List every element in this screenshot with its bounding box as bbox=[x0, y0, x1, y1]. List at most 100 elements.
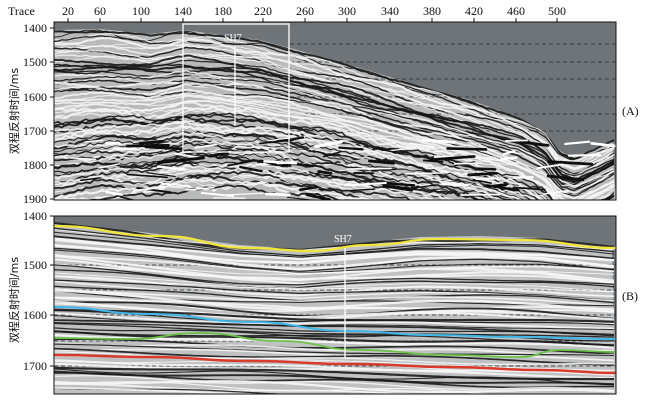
seismic-chaotic-reflection bbox=[547, 160, 594, 166]
y-axis-label-a: 双程反射时间/ms bbox=[7, 68, 21, 154]
well-sh7-label-b: SH7 bbox=[334, 234, 352, 245]
seismic-chaotic-reflection bbox=[472, 178, 493, 184]
seismic-chaotic-reflection bbox=[119, 196, 136, 200]
seismic-reflector-b bbox=[54, 247, 615, 272]
seismic-chaotic-reflection bbox=[476, 167, 497, 171]
seismic-reflector-b bbox=[54, 347, 615, 366]
seismic-reflector bbox=[54, 95, 615, 200]
seismic-chaotic-reflection bbox=[138, 139, 165, 145]
seismic-chaotic-reflection bbox=[146, 172, 176, 178]
seismic-reflector bbox=[54, 74, 615, 190]
seismic-reflector bbox=[54, 44, 615, 169]
trace-axis-label: Trace bbox=[8, 4, 35, 18]
seismic-reflector bbox=[54, 41, 615, 169]
seismic-reflector-b bbox=[54, 383, 419, 394]
seismic-reflector-b bbox=[54, 288, 615, 307]
trace-tick-label: 180 bbox=[214, 4, 232, 18]
panel-b-frame bbox=[53, 215, 617, 395]
seismic-chaotic-reflection bbox=[500, 156, 518, 161]
seismic-reflector-b bbox=[54, 312, 615, 330]
seismic-reflector bbox=[54, 152, 487, 200]
seismic-reflector bbox=[54, 43, 615, 170]
seismic-chaotic-reflection bbox=[460, 193, 501, 196]
seismic-chaotic-reflection bbox=[409, 142, 435, 148]
seismic-chaotic-reflection bbox=[382, 184, 413, 192]
seismic-reflector-b bbox=[54, 360, 615, 373]
seismic-chaotic-reflection bbox=[314, 173, 338, 178]
time-tick-label-a: 1700 bbox=[23, 124, 47, 138]
panel-b: SH7 1400 1500 1600 1700 双程反射时间/ms (B) bbox=[7, 209, 638, 395]
seismic-chaotic-reflection bbox=[564, 140, 591, 146]
seismic-chaotic-reflection bbox=[368, 159, 396, 165]
time-tick-label-a: 1600 bbox=[23, 90, 47, 104]
seismic-reflector bbox=[54, 69, 615, 187]
panel-label-b: (B) bbox=[622, 289, 638, 303]
seismic-reflector-b bbox=[54, 351, 615, 366]
seismic-chaotic-reflection bbox=[264, 192, 291, 197]
seismic-reflector-b bbox=[54, 362, 615, 380]
seismic-chaotic-reflection bbox=[441, 182, 469, 187]
panel-a-seismic-section bbox=[54, 29, 616, 200]
seismic-reflector bbox=[54, 132, 540, 200]
seismic-chaotic-reflection bbox=[98, 163, 121, 169]
seismic-chaotic-reflection bbox=[132, 185, 166, 193]
seismic-chaotic-reflection bbox=[346, 167, 392, 170]
well-window-box bbox=[182, 23, 290, 153]
seismic-reflector bbox=[54, 68, 615, 186]
seismic-reflector-b bbox=[54, 255, 615, 282]
seismic-chaotic-reflection bbox=[536, 163, 564, 170]
seismic-reflector bbox=[54, 70, 615, 184]
seismic-chaotic-reflection bbox=[404, 172, 449, 175]
seismic-chaotic-reflection bbox=[112, 147, 138, 151]
seismic-chaotic-reflection bbox=[80, 177, 101, 182]
seismic-reflector-b bbox=[54, 244, 615, 271]
seismic-chaotic-reflection bbox=[267, 137, 290, 142]
seismic-chaotic-reflection bbox=[421, 138, 456, 144]
seismic-chaotic-reflection bbox=[543, 189, 570, 195]
trace-tick-label: 100 bbox=[132, 4, 150, 18]
seismic-chaotic-reflection bbox=[263, 160, 298, 165]
trace-tick-label: 20 bbox=[62, 4, 74, 18]
seismic-chaotic-reflection bbox=[194, 143, 218, 149]
seismic-reflector bbox=[54, 54, 615, 181]
seismic-reflector bbox=[54, 175, 397, 200]
seismic-reflector bbox=[54, 49, 615, 171]
trace-axis: Trace 20 60 100 140 180 220 260 300 340 380 420 460… bbox=[8, 4, 566, 22]
time-tick-label-b: 1500 bbox=[23, 258, 47, 272]
seismic-chaotic-reflection bbox=[430, 155, 476, 162]
horizon-red bbox=[54, 353, 616, 375]
trace-tick-label: 380 bbox=[423, 4, 441, 18]
time-tick-label-a: 1900 bbox=[23, 192, 47, 206]
seismic-reflector-b bbox=[54, 343, 615, 357]
seismic-reflector-b bbox=[54, 310, 615, 326]
seismic-reflector-b bbox=[54, 342, 615, 356]
seismic-chaotic-reflection bbox=[209, 151, 229, 158]
seismic-reflector-b bbox=[54, 372, 614, 389]
trace-tick-label: 260 bbox=[296, 4, 314, 18]
seismic-chaotic-reflection bbox=[157, 156, 205, 164]
seismic-chaotic-reflection bbox=[200, 191, 235, 198]
seismic-reflector bbox=[87, 184, 341, 200]
seismic-chaotic-reflection bbox=[350, 188, 376, 192]
seismic-reflector-b bbox=[54, 302, 615, 325]
trace-tick-label: 500 bbox=[548, 4, 566, 18]
seismic-reflector-b bbox=[54, 279, 615, 301]
seismic-reflector-b bbox=[54, 308, 615, 323]
seismic-reflector-b bbox=[54, 322, 615, 338]
trace-tick-label: 60 bbox=[94, 4, 106, 18]
seismic-reflector bbox=[54, 81, 615, 198]
seismic-chaotic-reflection bbox=[305, 193, 331, 200]
seismic-reflector bbox=[54, 32, 615, 164]
seismic-reflector bbox=[54, 162, 435, 200]
seismic-reflector-b bbox=[54, 249, 615, 274]
seismic-chaotic-reflection bbox=[454, 162, 482, 165]
time-tick-label-a: 1400 bbox=[23, 21, 47, 35]
seismic-chaotic-reflection bbox=[144, 145, 185, 151]
seismic-reflector-b bbox=[54, 227, 615, 257]
trace-tick-label: 460 bbox=[507, 4, 525, 18]
seismic-chaotic-reflection bbox=[227, 160, 253, 167]
trace-tick-label: 140 bbox=[174, 4, 192, 18]
horizon-yellow bbox=[54, 224, 616, 253]
time-tick-label-b: 1700 bbox=[23, 359, 47, 373]
seismic-reflector bbox=[54, 37, 615, 163]
